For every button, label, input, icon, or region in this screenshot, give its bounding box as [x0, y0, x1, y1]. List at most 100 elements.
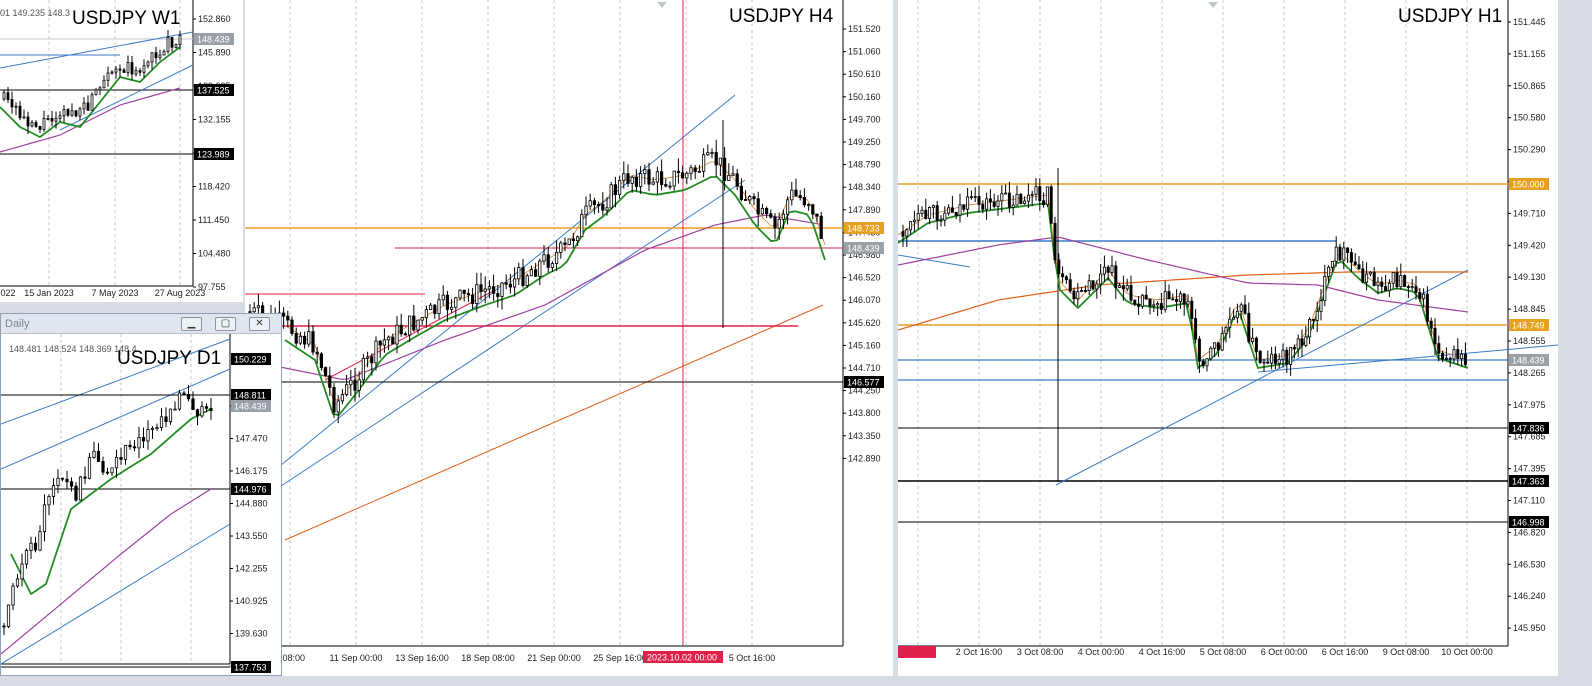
d1-window-titlebar[interactable]: Daily ▁ ▢ ✕	[1, 314, 281, 334]
h1-candle-body	[1391, 272, 1395, 284]
d1-price-label: 139.630	[235, 629, 268, 639]
h1-chart-window[interactable]: 151.445 151.155 150.865 150.580 150.290 150.0…	[898, 0, 1558, 676]
h1-price-badge: 147.836	[1512, 424, 1545, 434]
w1-chart-window[interactable]: 152.860145.890139.035132.155125.285118.4…	[0, 0, 243, 302]
h1-chart[interactable]: 151.445 151.155 150.865 150.580 150.290 150.0…	[898, 0, 1558, 676]
h1-candle-body	[1220, 333, 1224, 351]
h4-candle-body	[727, 174, 731, 181]
w1-candle-body	[14, 105, 18, 108]
h1-candle-body	[1323, 276, 1327, 301]
h1-candle-body	[1182, 293, 1186, 305]
h1-candle-body	[1399, 275, 1403, 288]
h1-price-label: 151.155	[1513, 49, 1546, 59]
h1-price-badge-bg	[1509, 422, 1549, 434]
h1-candle-body	[1026, 194, 1030, 202]
h1-time-label: 6 Oct 00:00	[1261, 647, 1308, 657]
w1-candle-body	[122, 69, 126, 73]
h1-candle-body	[1000, 193, 1004, 202]
h1-candle-body	[1441, 352, 1445, 360]
h1-candle-body	[1315, 310, 1319, 321]
h4-candle-body	[315, 351, 319, 355]
h1-candle-body	[1167, 291, 1171, 300]
h1-price-label: 147.395	[1513, 464, 1546, 474]
h1-candle-body	[1235, 310, 1239, 319]
h1-candle-body	[1270, 353, 1274, 364]
h4-chart-window[interactable]: 151.520 151.060 150.610 150.160 149.700 149.2…	[245, 0, 893, 676]
h4-candle-body	[345, 384, 349, 396]
w1-price-label: 152.860	[198, 14, 231, 24]
h1-price-badge-bg	[1509, 516, 1549, 528]
d1-chart-window[interactable]: Daily ▁ ▢ ✕ 148.765147.470146.175144.880…	[0, 313, 282, 676]
w1-candle-body	[130, 62, 134, 75]
d1-candle-body	[65, 478, 69, 483]
h4-candle-body	[655, 171, 660, 183]
h4-candle-body	[340, 394, 344, 402]
h1-candle-body	[1406, 286, 1410, 288]
h4-candle-body	[416, 319, 420, 331]
h4-candle-body	[382, 339, 386, 346]
d1-candle-body	[132, 446, 137, 449]
h4-candle-body	[815, 213, 819, 217]
d1-candle-body	[186, 394, 191, 400]
h4-candle-body	[626, 173, 630, 184]
h4-candle-body	[739, 185, 744, 200]
d1-candle-body	[96, 450, 101, 462]
h1-price-label: 148.265	[1513, 368, 1546, 378]
w1-candle-body	[146, 61, 150, 67]
h1-candle-body	[1300, 338, 1304, 346]
h1-candle-body	[1114, 265, 1118, 288]
w1-candle-body	[134, 70, 138, 75]
w1-candle-body	[50, 118, 54, 122]
w1-candle-body	[98, 87, 102, 91]
h4-price-label: 145.620	[848, 318, 881, 328]
d1-candle-body	[173, 408, 177, 411]
w1-price-badge-bg	[194, 84, 234, 96]
h1-candle-body	[1110, 265, 1114, 273]
h4-candle-body	[794, 189, 798, 197]
d1-chart[interactable]: 148.765147.470146.175144.880143.550142.2…	[1, 334, 281, 675]
h1-time-label: 9 Oct 08:00	[1383, 647, 1430, 657]
h4-candle-body	[500, 282, 504, 297]
h1-candle-body	[1106, 266, 1110, 273]
w1-candle-body	[86, 102, 90, 111]
h1-candle-body	[1308, 318, 1312, 338]
close-button[interactable]: ✕	[249, 317, 270, 331]
h4-candle-body	[819, 215, 823, 239]
d1-candle-body	[200, 406, 204, 417]
w1-chart[interactable]: 152.860145.890139.035132.155125.285118.4…	[0, 0, 243, 302]
h4-candle-body	[554, 251, 559, 264]
h4-candle-body	[634, 176, 639, 187]
h1-candle-body	[947, 207, 951, 214]
h4-candle-body	[584, 205, 588, 215]
h4-candle-body	[559, 242, 563, 253]
h1-price-badge: 148.749	[1512, 321, 1545, 331]
h1-candle-body	[1197, 338, 1201, 362]
h1-candle-body	[1368, 271, 1372, 275]
h1-candle-body	[1410, 286, 1414, 289]
h4-price-label: 143.800	[848, 408, 881, 418]
h1-candle-body	[1285, 349, 1289, 365]
h1-price-badge: 147.363	[1512, 477, 1545, 487]
h1-candle-body	[1422, 293, 1426, 300]
h1-candle-body	[950, 207, 954, 213]
h4-candle-body	[571, 238, 576, 242]
h1-candle-body	[1418, 292, 1422, 300]
d1-ma-purple	[1, 488, 212, 655]
h4-candle-body	[508, 283, 513, 288]
h4-candle-body	[290, 319, 294, 334]
h1-candle-body	[1019, 193, 1023, 204]
w1-candle-body	[78, 108, 82, 117]
h4-chart[interactable]: 151.520 151.060 150.610 150.160 149.700 149.2…	[245, 0, 893, 676]
d1-candle-body	[15, 578, 20, 587]
h4-candle-body	[798, 195, 802, 198]
d1-price-badge: 148.811	[234, 391, 266, 401]
h4-candle-body	[756, 198, 760, 215]
d1-channel-mid	[1, 368, 231, 470]
w1-price-label: 118.420	[198, 182, 230, 192]
h1-candle-body	[1357, 264, 1361, 270]
maximize-button[interactable]: ▢	[215, 317, 236, 331]
minimize-button[interactable]: ▁	[181, 317, 202, 331]
d1-candle-body	[29, 542, 33, 551]
h4-candle-body	[781, 213, 786, 220]
h1-candle-body	[1425, 293, 1429, 322]
